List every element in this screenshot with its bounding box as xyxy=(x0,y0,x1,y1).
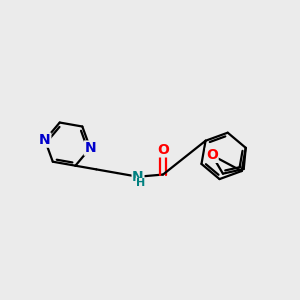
Text: H: H xyxy=(136,178,145,188)
Text: N: N xyxy=(39,133,51,147)
Text: N: N xyxy=(84,141,96,155)
Text: O: O xyxy=(157,143,169,157)
Text: N: N xyxy=(132,170,144,184)
Text: O: O xyxy=(206,148,218,162)
